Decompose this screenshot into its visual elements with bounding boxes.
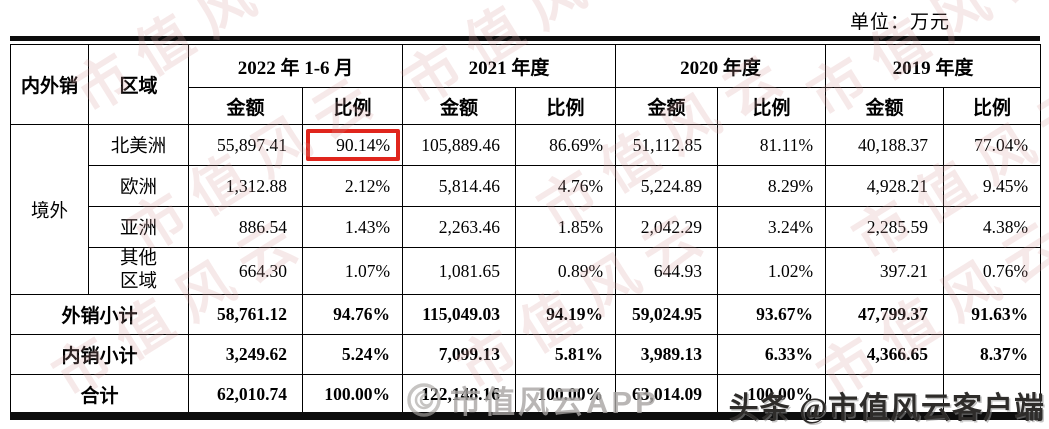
amount-cell: 40,188.37: [825, 124, 945, 166]
ratio-cell: 94.76%: [301, 294, 404, 336]
ratio-cell-highlighted: 90.14%: [301, 124, 404, 166]
amount-cell: 397.21: [825, 246, 945, 296]
header-period-2020: 2020 年度: [615, 44, 827, 88]
data-table: 内外销 区域 2022 年 1-6 月 2021 年度 2020 年度 2019…: [10, 44, 1042, 415]
amount-cell: 58,761.12: [188, 294, 303, 336]
header-period-2019: 2019 年度: [825, 44, 1042, 88]
header-ratio: 比例: [301, 87, 404, 125]
amount-cell: 4,366.65: [825, 334, 945, 376]
ratio-cell: [943, 374, 1042, 415]
ratio-cell: 100.00%: [301, 374, 404, 415]
ratio-cell: 4.76%: [515, 165, 617, 207]
amount-cell: 3,989.13: [615, 334, 719, 376]
amount-cell: 2,285.59: [825, 206, 945, 248]
amount-cell: 5,814.46: [402, 165, 517, 207]
header-amount: 金额: [825, 87, 945, 125]
ratio-cell: 0.89%: [515, 246, 617, 296]
ratio-cell: 2.12%: [301, 165, 404, 207]
header-sales-channel: 内外销: [10, 44, 89, 125]
region-label: 北美洲: [88, 124, 189, 166]
header-row-measures: 金额 比例 金额 比例 金额 比例 金额 比例: [11, 87, 1042, 125]
amount-cell: 122,148.16: [402, 374, 517, 415]
amount-cell: 62,010.74: [188, 374, 303, 415]
amount-cell: 47,799.37: [825, 294, 945, 336]
table-row-europe: 欧洲 1,312.88 2.12% 5,814.46 4.76% 5,224.8…: [11, 165, 1042, 207]
region-label: 亚洲: [88, 206, 189, 248]
summary-label: 外销小计: [10, 294, 189, 336]
ratio-cell: 1.43%: [301, 206, 404, 248]
ratio-value: 90.14%: [336, 134, 391, 155]
header-ratio: 比例: [943, 87, 1042, 125]
header-amount: 金额: [615, 87, 719, 125]
ratio-cell: 4.38%: [943, 206, 1042, 248]
header-period-2021: 2021 年度: [402, 44, 617, 88]
amount-cell: 105,889.46: [402, 124, 517, 166]
ratio-cell: 6.33%: [717, 334, 827, 376]
ratio-cell: 1.02%: [717, 246, 827, 296]
table-row-export-subtotal: 外销小计 58,761.12 94.76% 115,049.03 94.19% …: [10, 294, 1042, 336]
ratio-cell: 81.11%: [717, 124, 827, 166]
table-top-rule: [10, 36, 1040, 41]
ratio-cell: 100.00%: [515, 374, 617, 415]
ratio-cell: 5.24%: [301, 334, 404, 376]
ratio-cell: 3.24%: [717, 206, 827, 248]
sales-breakdown-table: 内外销 区域 2022 年 1-6 月 2021 年度 2020 年度 2019…: [10, 36, 1042, 421]
ratio-cell: 8.37%: [943, 334, 1042, 376]
ratio-cell: 91.63%: [943, 294, 1042, 336]
table-row-other-regions: 其他区域 664.30 1.07% 1,081.65 0.89% 644.93 …: [11, 246, 1042, 296]
table-row-total: 合计 62,010.74 100.00% 122,148.16 100.00% …: [10, 374, 1042, 415]
table-row-domestic-subtotal: 内销小计 3,249.62 5.24% 7,099.13 5.81% 3,989…: [10, 334, 1042, 376]
ratio-cell: 100.00%: [717, 374, 827, 415]
amount-cell: 4,928.21: [825, 165, 945, 207]
ratio-cell: 94.19%: [515, 294, 617, 336]
amount-cell: 1,312.88: [188, 165, 303, 207]
summary-label: 内销小计: [10, 334, 189, 376]
amount-cell: 115,049.03: [402, 294, 517, 336]
ratio-cell: 86.69%: [515, 124, 617, 166]
header-period-2022: 2022 年 1-6 月: [187, 44, 404, 88]
region-label: 其他区域: [88, 246, 189, 296]
amount-cell: 1,081.65: [402, 246, 517, 296]
amount-cell: 63,014.09: [615, 374, 719, 415]
header-amount: 金额: [402, 87, 517, 125]
ratio-cell: 93.67%: [717, 294, 827, 336]
amount-cell: 55,897.41: [188, 124, 303, 166]
amount-cell: 3,249.62: [188, 334, 303, 376]
ratio-cell: 1.07%: [301, 246, 404, 296]
ratio-cell: 5.81%: [515, 334, 617, 376]
table-row-north-america: 境外 北美洲 55,897.41 90.14% 105,889.46 86.69…: [10, 123, 1042, 296]
region-label: 欧洲: [88, 165, 189, 207]
header-row-periods: 内外销 区域 2022 年 1-6 月 2021 年度 2020 年度 2019…: [10, 44, 1042, 125]
ratio-cell: 77.04%: [943, 124, 1042, 166]
header-amount: 金额: [188, 87, 303, 125]
unit-label: 单位：万元: [849, 12, 950, 33]
table-bottom-rule: [10, 412, 1040, 421]
amount-cell: 644.93: [615, 246, 719, 296]
amount-cell: 886.54: [188, 206, 303, 248]
header-region: 区域: [88, 44, 189, 125]
amount-cell: 2,042.29: [615, 206, 719, 248]
amount-cell: 7,099.13: [402, 334, 517, 376]
summary-label: 合计: [10, 374, 189, 415]
amount-cell: 59,024.95: [615, 294, 719, 336]
amount-cell: 5,224.89: [615, 165, 719, 207]
region-label-text: 其他区域: [119, 249, 157, 293]
header-ratio: 比例: [717, 87, 827, 125]
header-ratio: 比例: [515, 87, 617, 125]
amount-cell: [825, 374, 945, 415]
table-row-asia: 亚洲 886.54 1.43% 2,263.46 1.85% 2,042.29 …: [11, 206, 1042, 248]
amount-cell: 2,263.46: [402, 206, 517, 248]
ratio-cell: 9.45%: [943, 165, 1042, 207]
overseas-label: 境外: [10, 123, 89, 296]
amount-cell: 664.30: [188, 246, 303, 296]
ratio-cell: 0.76%: [943, 246, 1042, 296]
ratio-cell: 1.85%: [515, 206, 617, 248]
amount-cell: 51,112.85: [615, 124, 719, 166]
ratio-cell: 8.29%: [717, 165, 827, 207]
